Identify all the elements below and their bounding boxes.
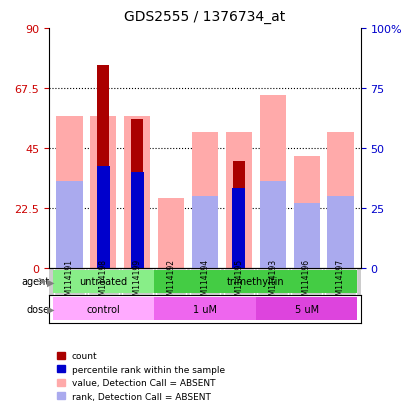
Bar [56,116,82,268]
FancyBboxPatch shape [324,268,355,295]
Bar [97,66,109,268]
Bar [232,162,244,268]
Bar [124,116,150,268]
Bar [191,196,218,268]
Bar [323,29,357,268]
Text: GSM114199: GSM114199 [133,259,142,305]
Bar [130,175,144,268]
Bar [293,157,319,268]
Bar [56,182,82,268]
Text: ▶: ▶ [47,277,54,287]
Bar [327,196,353,268]
Text: ▶: ▶ [47,304,54,314]
FancyBboxPatch shape [189,268,220,295]
Text: GDS2555 / 1376734_at: GDS2555 / 1376734_at [124,10,285,24]
Bar [259,95,285,268]
Text: agent: agent [22,277,50,287]
Text: GSM114197: GSM114197 [335,259,344,305]
Text: 1 uM: 1 uM [193,304,216,314]
Bar [158,199,184,268]
Bar [293,204,319,268]
Bar [232,188,245,194]
Text: 5 uM: 5 uM [294,304,318,314]
Text: trimethyltin: trimethyltin [227,277,284,287]
Bar [191,133,218,268]
FancyBboxPatch shape [223,268,254,295]
Bar [52,29,86,268]
Bar [154,270,357,293]
Text: control: control [86,304,120,314]
Bar [90,116,116,268]
Text: GSM114192: GSM114192 [166,259,175,305]
FancyBboxPatch shape [122,268,152,295]
Text: GSM114193: GSM114193 [267,259,276,305]
Text: untreated: untreated [79,277,127,287]
Bar [154,29,188,268]
Legend: count, percentile rank within the sample, value, Detection Call = ABSENT, rank, : count, percentile rank within the sample… [54,348,228,404]
Text: GSM114198: GSM114198 [99,259,108,305]
Bar [188,29,221,268]
Text: GSM114191: GSM114191 [65,259,74,305]
Bar [225,133,251,268]
Bar [52,270,154,293]
Bar [289,29,323,268]
Bar [221,29,255,268]
FancyBboxPatch shape [54,268,85,295]
Bar [232,191,245,268]
Text: GSM114196: GSM114196 [301,259,310,305]
FancyBboxPatch shape [291,268,321,295]
Bar [52,297,154,320]
Bar [259,182,285,268]
Bar [120,29,154,268]
Bar [327,133,353,268]
Bar [97,167,110,172]
Bar [255,29,289,268]
Bar [86,29,120,268]
Text: GSM114194: GSM114194 [200,259,209,305]
Bar [97,170,110,268]
FancyBboxPatch shape [155,268,186,295]
FancyBboxPatch shape [257,268,287,295]
FancyBboxPatch shape [88,268,118,295]
Text: GSM114195: GSM114195 [234,259,243,305]
Bar [131,119,143,268]
Text: dose: dose [27,304,50,314]
Bar [154,297,255,320]
Bar [130,172,144,178]
Bar [255,297,357,320]
